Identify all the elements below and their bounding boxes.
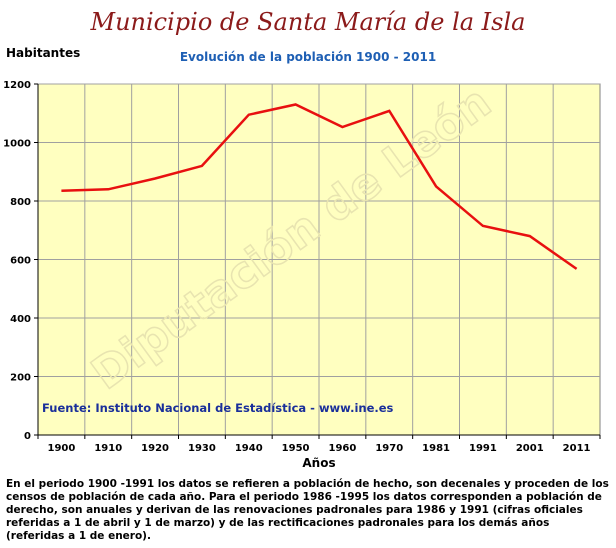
x-tick-label: 1940 xyxy=(235,443,263,454)
y-tick-label: 600 xyxy=(10,256,31,267)
chart-subtitle: Evolución de la población 1900 - 2011 xyxy=(179,50,437,64)
x-tick-label: 1950 xyxy=(282,443,310,454)
x-tick-label: 1960 xyxy=(328,443,356,454)
methodology-note: En el periodo 1900 -1991 los datos se re… xyxy=(6,478,609,542)
x-tick-label: 1970 xyxy=(375,443,403,454)
x-axis-label: Años xyxy=(302,456,335,470)
x-tick-label: 1910 xyxy=(94,443,122,454)
x-tick-label: 1930 xyxy=(188,443,216,454)
page-title: Municipio de Santa María de la Isla xyxy=(90,8,526,36)
y-tick-label: 400 xyxy=(10,314,31,325)
x-tick-label: 1900 xyxy=(47,443,75,454)
y-tick-label: 1000 xyxy=(3,139,31,150)
x-tick-label: 1981 xyxy=(422,443,450,454)
y-axis-label: Habitantes xyxy=(6,46,81,60)
x-tick-label: 2011 xyxy=(563,443,591,454)
x-tick-label: 2001 xyxy=(516,443,544,454)
source-annotation: Fuente: Instituto Nacional de Estadístic… xyxy=(42,401,394,415)
x-tick-label: 1991 xyxy=(469,443,497,454)
y-tick-label: 1200 xyxy=(3,80,31,91)
series-line-population xyxy=(61,103,578,270)
y-tick-label: 0 xyxy=(24,431,31,442)
y-tick-label: 200 xyxy=(10,373,31,384)
x-tick-label: 1920 xyxy=(141,443,169,454)
y-tick-label: 800 xyxy=(10,197,31,208)
